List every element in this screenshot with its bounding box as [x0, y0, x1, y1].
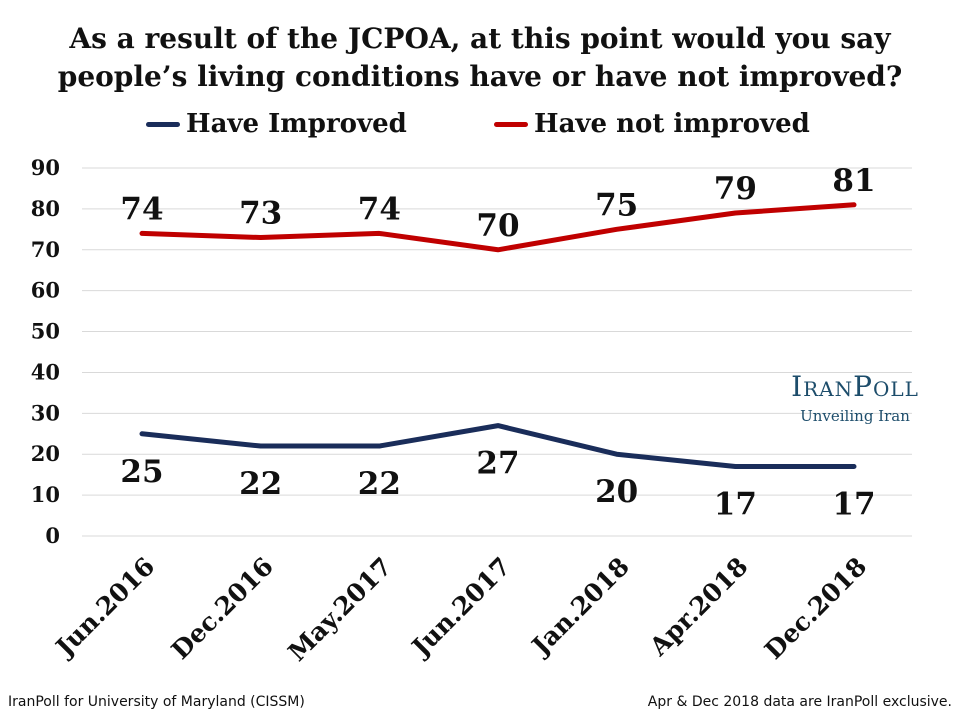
chart-title-line-2: people’s living conditions have or have … [57, 60, 903, 93]
data-label-have-improved-2: 22 [358, 466, 401, 502]
data-label-have-not-improved-0: 74 [120, 191, 163, 227]
y-tick-label-90: 90 [31, 155, 60, 180]
data-label-have-not-improved-1: 73 [239, 196, 282, 232]
x-tick-label-jan-2018: Jan.2018 [525, 552, 635, 662]
y-tick-label-20: 20 [31, 441, 60, 466]
brand-name: IranPoll [791, 370, 919, 403]
legend-label-have-not-improved: Have not improved [534, 109, 810, 139]
x-tick-label-apr-2018: Apr.2018 [643, 552, 753, 662]
data-label-have-not-improved-4: 75 [595, 187, 638, 223]
legend-item-have-not-improved: Have not improved [494, 104, 810, 144]
x-tick-label-may-2017: May.2017 [282, 552, 397, 667]
data-label-have-not-improved-2: 74 [358, 191, 401, 227]
x-tick-label-dec-2018: Dec.2018 [759, 552, 872, 665]
data-label-have-improved-1: 22 [239, 466, 282, 502]
chart-title: As a result of the JCPOA, at this point … [0, 20, 960, 96]
data-label-have-improved-5: 17 [714, 486, 757, 522]
y-tick-label-40: 40 [31, 359, 60, 384]
source-footnote: IranPoll for University of Maryland (CIS… [8, 694, 305, 710]
chart-title-line-1: As a result of the JCPOA, at this point … [69, 22, 891, 55]
legend-swatch-have-not-improved [494, 121, 528, 127]
x-tick-label-dec-2016: Dec.2016 [166, 552, 279, 665]
data-label-have-improved-4: 20 [595, 474, 638, 510]
y-tick-label-50: 50 [31, 319, 60, 344]
y-tick-label-80: 80 [31, 196, 60, 221]
x-tick-label-jun-2017: Jun.2017 [405, 552, 516, 663]
chart-legend: Have Improved Have not improved [0, 104, 960, 144]
legend-label-have-improved: Have Improved [186, 109, 407, 139]
data-label-have-not-improved-3: 70 [476, 208, 519, 244]
data-label-have-improved-0: 25 [120, 454, 163, 490]
exclusive-data-footnote: Apr & Dec 2018 data are IranPoll exclusi… [647, 694, 952, 710]
data-label-have-not-improved-5: 79 [714, 171, 757, 207]
legend-item-have-improved: Have Improved [146, 104, 407, 144]
legend-swatch-have-improved [146, 121, 180, 127]
data-label-have-not-improved-6: 81 [832, 163, 875, 199]
y-tick-label-60: 60 [31, 278, 60, 303]
y-tick-label-0: 0 [45, 523, 60, 548]
iranpoll-logo: IranPoll Unveiling Iran [770, 370, 940, 425]
series-line-have-improved [139, 423, 857, 469]
y-tick-label-10: 10 [31, 482, 60, 507]
series-line-have-not-improved [139, 202, 857, 253]
y-tick-label-70: 70 [31, 237, 60, 262]
data-label-have-improved-3: 27 [476, 446, 519, 482]
brand-tagline: Unveiling Iran [800, 407, 910, 425]
x-tick-label-jun-2016: Jun.2016 [49, 552, 160, 663]
data-label-have-improved-6: 17 [832, 486, 875, 522]
y-tick-label-30: 30 [31, 400, 60, 425]
